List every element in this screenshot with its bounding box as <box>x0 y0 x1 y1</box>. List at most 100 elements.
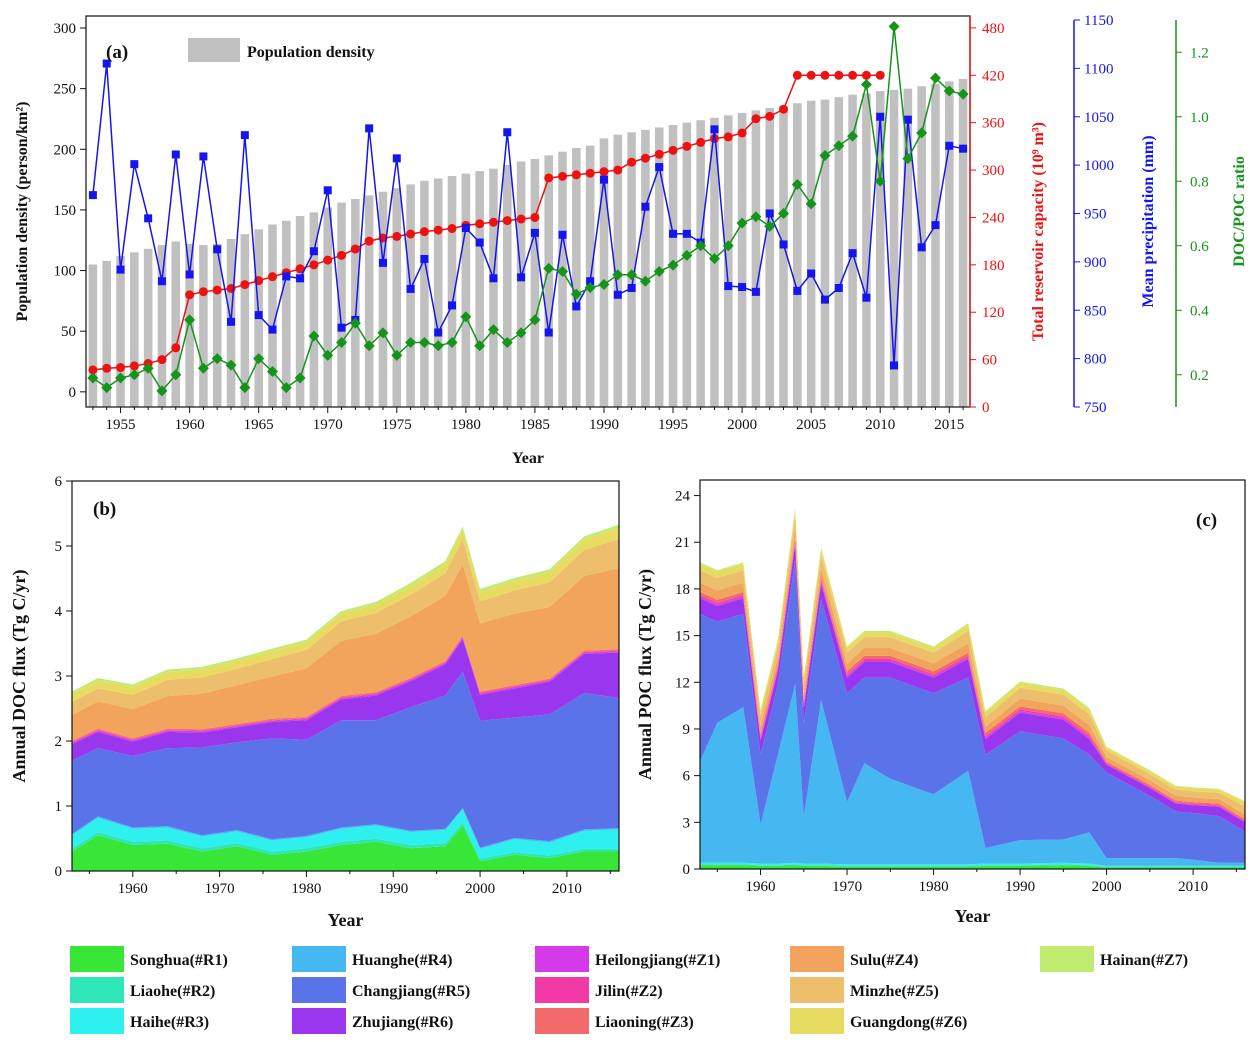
panel-c-y-tick-label: 21 <box>675 535 690 551</box>
population-bar <box>433 178 443 407</box>
hainan-z7-legend-label: Hainan(#Z7) <box>1100 952 1188 969</box>
mean-precipitation-point <box>475 238 484 247</box>
total-reservoir-capacity-point <box>295 264 305 274</box>
liaoning-z3-legend-swatch <box>535 1008 589 1034</box>
total-reservoir-capacity-point <box>406 229 416 239</box>
liaohe-r2-area <box>72 822 619 862</box>
total-reservoir-capacity-point <box>571 170 581 180</box>
doc-poc-ratio-point <box>943 85 955 97</box>
population-legend-swatch <box>188 38 240 62</box>
mean-precipitation-point <box>793 286 802 295</box>
doc-poc-ratio-point <box>529 314 541 326</box>
population-bar <box>420 180 429 407</box>
total-reservoir-capacity-line <box>92 74 881 371</box>
ratio-tick-label: 0.2 <box>1190 368 1209 384</box>
population-bar <box>212 243 222 407</box>
mean-precipitation-point <box>613 290 622 299</box>
doc-poc-ratio-point <box>929 72 941 84</box>
population-bar <box>516 161 526 407</box>
total-reservoir-capacity-point <box>682 141 692 151</box>
panel-b-y-tick-label: 2 <box>55 734 63 750</box>
mean-precipitation-point <box>365 124 374 133</box>
heilongjiang-z1-legend-swatch <box>535 946 589 972</box>
population-bar <box>779 105 788 407</box>
mean-precipitation-point <box>807 269 816 278</box>
mean-precipitation-point <box>461 224 470 233</box>
panel-a-label: (a) <box>106 42 128 63</box>
changjiang-r5-area <box>72 671 619 848</box>
population-bar <box>199 245 208 407</box>
population-bar <box>447 175 457 407</box>
mean-precipitation-point <box>392 154 401 163</box>
ratio-tick-label: 0.6 <box>1190 239 1209 255</box>
x-tick-label: 1985 <box>520 417 550 433</box>
mean-precipitation-point <box>378 258 387 267</box>
population-bar <box>392 188 402 407</box>
mean-precipitation-point <box>903 115 912 124</box>
total-reservoir-capacity-point <box>737 128 747 138</box>
mean-precipitation-point <box>655 163 664 172</box>
panel-a-chart: 1955 1960 1965 1970 1975 1980 1985 1990 1995 2000… <box>14 13 1248 467</box>
reservoir-axis-label: Total reservoir capacity (10⁹ m³) <box>1030 122 1047 341</box>
hainan-z7-legend-swatch <box>1040 946 1094 972</box>
precipitation-tick-label: 1050 <box>1084 110 1114 126</box>
doc-poc-ratio-point <box>474 340 486 352</box>
zhujiang-r6-area <box>700 543 1245 832</box>
total-reservoir-capacity-point <box>709 133 719 143</box>
doc-poc-ratio-point <box>653 266 665 278</box>
panel-b-x-axis-label: Year <box>328 910 364 930</box>
population-bar <box>309 212 319 407</box>
population-bar <box>889 89 899 408</box>
reservoir-tick-label: 0 <box>982 400 990 416</box>
zhujiang-r6-legend-swatch <box>292 1008 346 1034</box>
population-bar <box>958 78 968 408</box>
heilongjiang-z1-legend-label: Heilongjiang(#Z1) <box>595 952 720 969</box>
total-reservoir-capacity-point <box>267 272 277 282</box>
doc-poc-ratio-point <box>791 178 803 190</box>
zhujiang-r6-area <box>72 638 619 761</box>
doc-poc-ratio-point <box>128 369 140 381</box>
total-reservoir-capacity-point <box>820 70 830 80</box>
panel-c-y-tick-label: 9 <box>683 722 691 738</box>
haihe-r3-area <box>72 809 619 859</box>
ratio-tick-label: 0.4 <box>1190 303 1209 319</box>
total-reservoir-capacity-point <box>88 365 98 375</box>
mean-precipitation-point <box>558 230 567 239</box>
population-bar <box>281 220 291 407</box>
population-bar <box>875 91 885 407</box>
total-reservoir-capacity-point <box>696 137 706 147</box>
haihe-r3-legend-swatch <box>70 1008 124 1034</box>
precipitation-tick-label: 1150 <box>1084 13 1113 29</box>
ratio-tick-label: 0.8 <box>1190 174 1209 190</box>
changjiang-r5-area <box>700 559 1245 863</box>
sulu-z4-legend-swatch <box>790 946 844 972</box>
panel-b-y-tick-label: 3 <box>55 669 63 685</box>
mean-precipitation-point <box>448 301 457 310</box>
doc-poc-ratio-point <box>446 337 458 348</box>
reservoir-tick-label: 360 <box>982 116 1005 132</box>
mean-precipitation-point <box>820 295 829 304</box>
doc-poc-ratio-point <box>570 288 582 300</box>
panel-c-frame <box>699 479 1246 870</box>
total-reservoir-capacity-point <box>640 153 650 163</box>
total-reservoir-capacity-point <box>751 114 761 124</box>
haihe-r3-area <box>700 862 1245 867</box>
liaohe-r2-legend-swatch <box>70 977 124 1003</box>
total-reservoir-capacity-point <box>240 280 250 290</box>
mean-precipitation-point <box>157 277 166 286</box>
precipitation-axis-label: Mean precipitation (mm) <box>1140 135 1157 307</box>
left-tick-label: 250 <box>54 82 77 98</box>
total-reservoir-capacity-point <box>613 165 623 175</box>
mean-precipitation-point <box>572 302 581 311</box>
mean-precipitation-point <box>517 273 526 282</box>
panel-b-y-tick-label: 0 <box>55 864 63 880</box>
panel-b-x-tick-label: 1990 <box>378 881 408 897</box>
population-bar <box>406 184 415 407</box>
population-bar <box>530 158 540 407</box>
total-reservoir-capacity-point <box>350 244 360 254</box>
doc-poc-ratio-point <box>764 220 776 232</box>
mean-precipitation-point <box>544 328 553 337</box>
x-tick-label: 1970 <box>313 417 343 433</box>
reservoir-tick-label: 60 <box>982 353 997 369</box>
population-bar <box>599 138 609 407</box>
